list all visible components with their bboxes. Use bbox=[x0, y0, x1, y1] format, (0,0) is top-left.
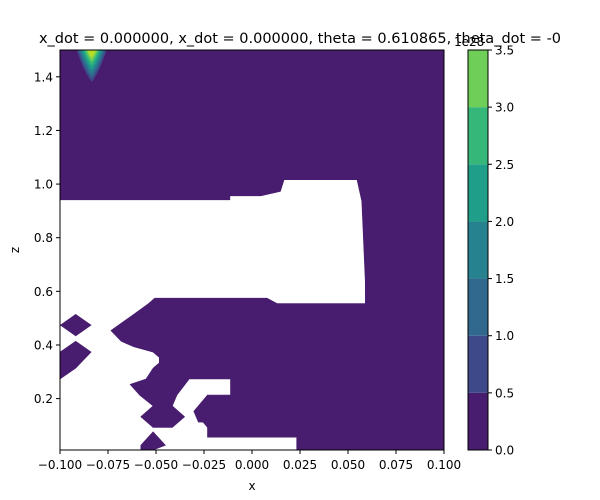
contour-island-bottom-diamond-1 bbox=[140, 405, 186, 428]
colorbar-band bbox=[468, 50, 488, 108]
x-tick-label: 0.000 bbox=[235, 458, 269, 472]
x-tick-label: 0.050 bbox=[331, 458, 365, 472]
colorbar-band bbox=[468, 107, 488, 165]
y-tick-label: 0.2 bbox=[34, 392, 53, 406]
y-tick-label: 0.8 bbox=[34, 231, 53, 245]
colorbar-tick-label: 3.0 bbox=[495, 101, 514, 115]
contour-island-left-diamond-upper bbox=[59, 314, 92, 337]
y-tick-label: 1.0 bbox=[34, 178, 53, 192]
peak-level-band bbox=[87, 50, 97, 58]
x-tick-label: −0.075 bbox=[86, 458, 130, 472]
x-tick-label: 0.100 bbox=[427, 458, 461, 472]
contour-region-upper-band bbox=[59, 49, 445, 451]
colorbar-band bbox=[468, 335, 488, 393]
colorbar-tick-label: 1.0 bbox=[495, 329, 514, 343]
contour-peak bbox=[76, 50, 107, 82]
x-tick-label: −0.025 bbox=[182, 458, 226, 472]
x-axis-label: x bbox=[248, 479, 255, 493]
colorbar-band bbox=[468, 278, 488, 336]
colorbar-tick-label: 0.0 bbox=[495, 444, 514, 458]
chart-title: x_dot = 0.000000, x_dot = 0.000000, thet… bbox=[39, 31, 561, 47]
colorbar-band bbox=[468, 392, 488, 450]
colorbar-tick-label: 2.0 bbox=[495, 215, 514, 229]
colorbar-band bbox=[468, 164, 488, 222]
plot-area bbox=[59, 49, 445, 451]
y-tick-label: 1.4 bbox=[34, 70, 53, 84]
y-axis: 0.2 0.4 0.6 0.8 1.0 1.2 1.4 bbox=[34, 70, 60, 406]
colorbar-frame bbox=[467, 49, 489, 451]
colorbar: 0.0 0.5 1.0 1.5 2.0 2.5 3.0 3.5 bbox=[467, 44, 514, 458]
colorbar-tick-label: 0.5 bbox=[495, 386, 514, 400]
y-tick-label: 1.2 bbox=[34, 124, 53, 138]
x-tick-label: −0.100 bbox=[38, 458, 82, 472]
colorbar-band bbox=[468, 221, 488, 279]
y-tick-label: 0.6 bbox=[34, 285, 53, 299]
colorbar-tick-label: 1.5 bbox=[495, 272, 514, 286]
y-axis-label: z bbox=[8, 247, 22, 253]
x-tick-label: −0.050 bbox=[134, 458, 178, 472]
colorbar-tick-label: 2.5 bbox=[495, 158, 514, 172]
x-tick-label: 0.025 bbox=[283, 458, 317, 472]
colorbar-tick-label: 3.5 bbox=[495, 44, 514, 58]
colorbar-offset-label: 1e28 bbox=[454, 35, 484, 49]
x-tick-label: 0.075 bbox=[379, 458, 413, 472]
y-tick-label: 0.4 bbox=[34, 338, 53, 352]
x-axis: −0.100 −0.075 −0.050 −0.025 0.000 0.025 0.050 0… bbox=[38, 450, 461, 472]
